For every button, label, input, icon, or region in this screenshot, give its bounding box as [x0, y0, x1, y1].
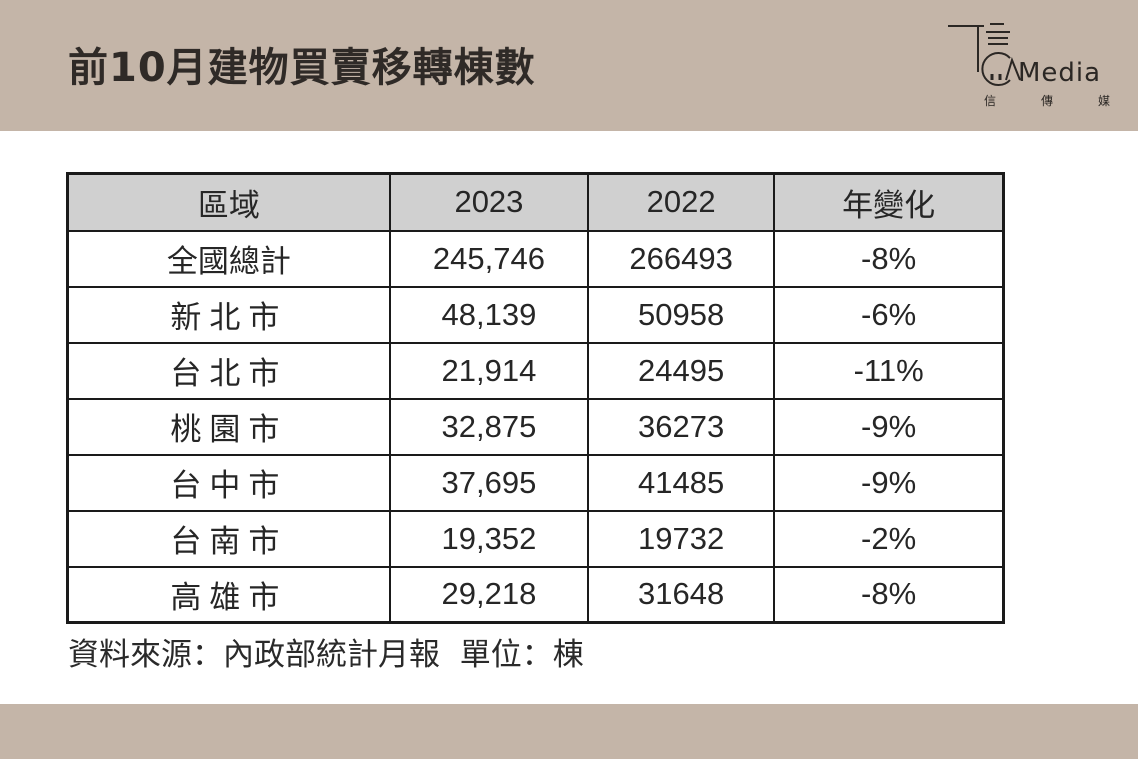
yoy-change-cell: -9%	[773, 453, 1005, 512]
table-row: 高雄市 29,218 31648 -8%	[66, 565, 1005, 624]
logo-subtitle: 信 傳 媒	[984, 93, 1110, 109]
value-2022-cell: 41485	[587, 453, 776, 512]
yoy-change-cell: -8%	[773, 229, 1005, 288]
table-row: 桃園市 32,875 36273 -9%	[66, 397, 1005, 456]
region-cell: 高雄市	[66, 565, 391, 624]
source-note: 資料來源：內政部統計月報 單位：棟	[68, 637, 584, 673]
region-cell: 台南市	[66, 509, 391, 568]
value-2022-cell: 36273	[587, 397, 776, 456]
yoy-change-cell: -9%	[773, 397, 1005, 456]
value-2023-cell: 245,746	[388, 229, 590, 288]
region-cell: 台北市	[66, 341, 391, 400]
yoy-change-cell: -2%	[773, 509, 1005, 568]
value-2023-cell: 29,218	[388, 565, 590, 624]
region-cell: 新北市	[66, 285, 391, 344]
yoy-change-cell: -8%	[773, 565, 1005, 624]
column-header-2023: 2023	[388, 172, 590, 232]
table-row: 台中市 37,695 41485 -9%	[66, 453, 1005, 512]
header-band	[0, 0, 1138, 131]
value-2022-cell: 19732	[587, 509, 776, 568]
logo-sub-char: 信	[984, 94, 997, 108]
table-row: 台南市 19,352 19732 -2%	[66, 509, 1005, 568]
logo-sub-char: 傳	[1040, 94, 1053, 108]
page-title: 前10月建物買賣移轉棟數	[68, 45, 536, 91]
region-cell: 全國總計	[66, 229, 391, 288]
table-row: 全國總計 245,746 266493 -8%	[66, 229, 1005, 288]
value-2022-cell: 31648	[587, 565, 776, 624]
footer-band	[0, 704, 1138, 759]
region-cell: 桃園市	[66, 397, 391, 456]
brand-logo: Media 信 傳 媒	[944, 20, 1114, 116]
logo-mark-icon	[948, 23, 1021, 86]
value-2023-cell: 19,352	[388, 509, 590, 568]
value-2023-cell: 37,695	[388, 453, 590, 512]
value-2023-cell: 21,914	[388, 341, 590, 400]
column-header-yoy: 年變化	[773, 172, 1005, 232]
region-cell: 台中市	[66, 453, 391, 512]
value-2022-cell: 50958	[587, 285, 776, 344]
table-row: 新北市 48,139 50958 -6%	[66, 285, 1005, 344]
logo-wordmark: Media	[1018, 58, 1102, 88]
yoy-change-cell: -11%	[773, 341, 1005, 400]
yoy-change-cell: -6%	[773, 285, 1005, 344]
table-header-row: 區域 2023 2022 年變化	[66, 172, 1005, 232]
table-row: 台北市 21,914 24495 -11%	[66, 341, 1005, 400]
value-2022-cell: 24495	[587, 341, 776, 400]
column-header-region: 區域	[66, 172, 391, 232]
value-2023-cell: 32,875	[388, 397, 590, 456]
column-header-2022: 2022	[587, 172, 776, 232]
transfer-table: 區域 2023 2022 年變化 全國總計 245,746 266493 -8%…	[66, 172, 1005, 624]
value-2023-cell: 48,139	[388, 285, 590, 344]
value-2022-cell: 266493	[587, 229, 776, 288]
logo-sub-char: 媒	[1097, 94, 1110, 108]
